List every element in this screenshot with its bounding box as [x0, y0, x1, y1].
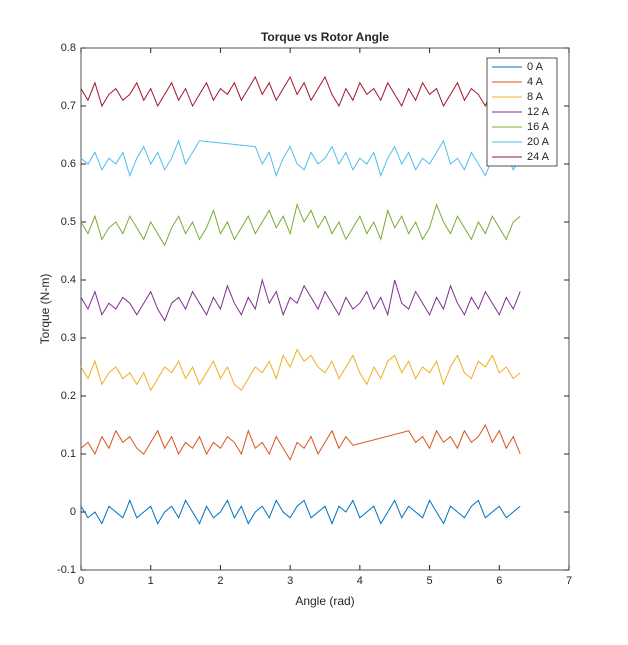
- y-tick-label: -0.1: [57, 564, 76, 576]
- x-tick-label: 1: [148, 575, 154, 587]
- series-line: [80, 499, 521, 525]
- series-line: [80, 278, 521, 322]
- y-tick-label: 0.4: [61, 274, 76, 286]
- plot-frame: [80, 47, 570, 571]
- legend-label: 8 A: [527, 91, 544, 103]
- x-tick-label: 6: [496, 575, 502, 587]
- x-tick-label: 2: [217, 575, 223, 587]
- legend-label: 4 A: [527, 76, 544, 88]
- series-line: [80, 139, 521, 178]
- y-tick-label: 0: [70, 506, 76, 518]
- y-tick-label: 0.7: [61, 100, 76, 112]
- legend-label: 12 A: [527, 106, 550, 118]
- y-tick-label: 0.6: [61, 158, 76, 170]
- y-tick-label: 0.5: [61, 216, 76, 228]
- x-tick-label: 0: [78, 575, 84, 587]
- x-axis-label: Angle (rad): [295, 594, 354, 608]
- y-tick-label: 0.2: [61, 390, 76, 402]
- series-line: [80, 75, 521, 108]
- y-tick-label: 0.3: [61, 332, 76, 344]
- y-tick-label: 0.1: [61, 448, 76, 460]
- y-axis-label: Torque (N-m): [38, 274, 52, 345]
- chart-title: Torque vs Rotor Angle: [261, 30, 389, 44]
- legend-label: 0 A: [527, 61, 544, 73]
- x-tick-label: 7: [566, 575, 572, 587]
- legend-label: 20 A: [527, 136, 550, 148]
- x-tick-label: 5: [427, 575, 433, 587]
- series-line: [80, 202, 521, 247]
- x-tick-label: 4: [357, 575, 363, 587]
- y-tick-label: 0.8: [61, 42, 76, 54]
- legend-label: 24 A: [527, 151, 550, 163]
- series-line: [80, 348, 521, 392]
- x-tick-label: 3: [287, 575, 293, 587]
- legend-label: 16 A: [527, 121, 550, 133]
- series-line: [80, 423, 521, 461]
